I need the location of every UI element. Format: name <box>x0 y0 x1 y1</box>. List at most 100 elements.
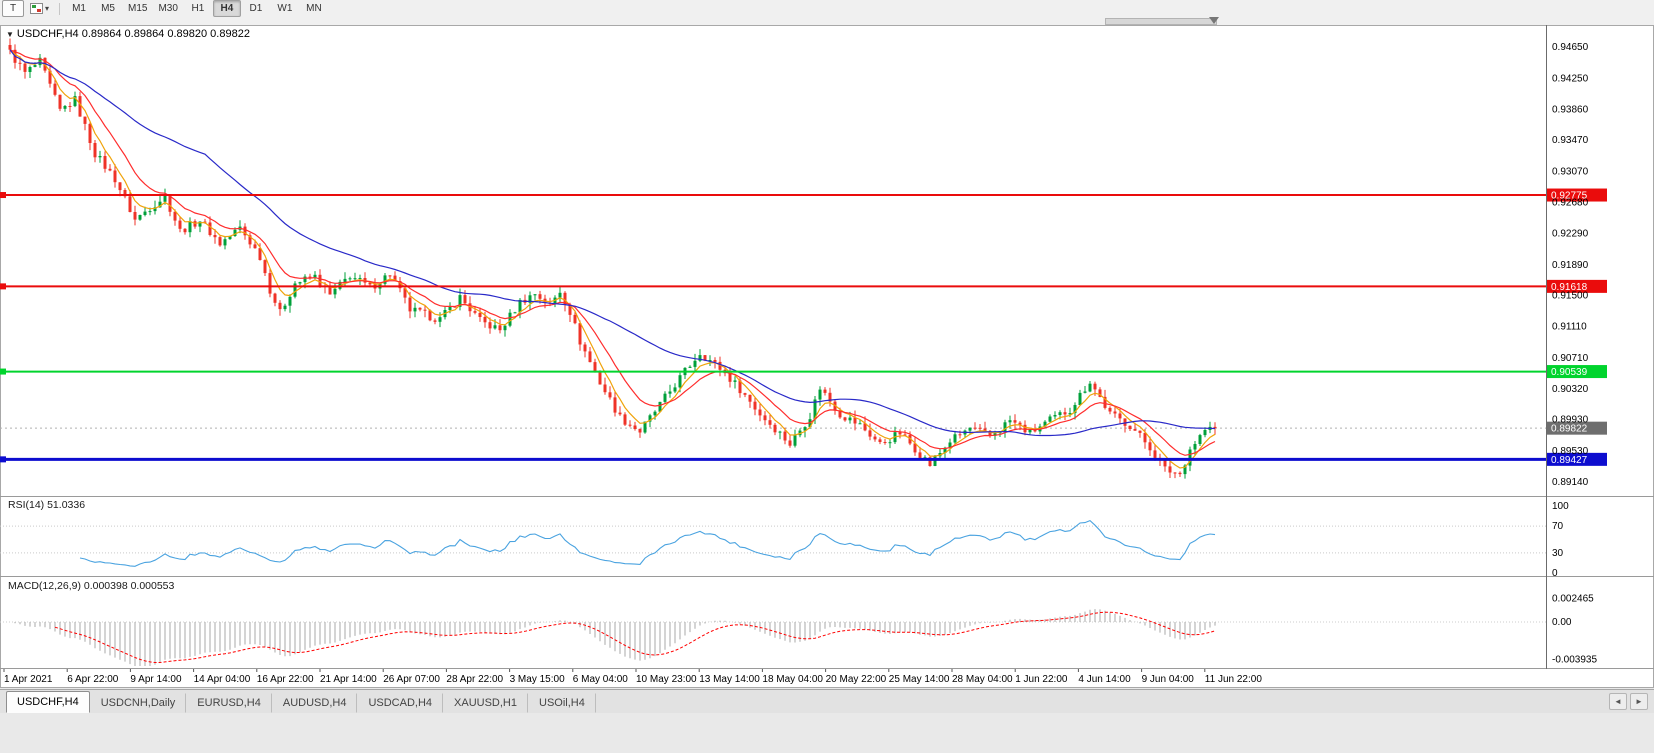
time-axis-label[interactable]: 11 Jun 22:00 <box>1205 674 1263 685</box>
price-tag <box>1547 279 1607 293</box>
time-axis-label[interactable]: 16 Apr 22:00 <box>257 674 314 685</box>
timeframe-button-h4[interactable]: H4 <box>212 0 241 17</box>
price-tag <box>1547 365 1607 379</box>
time-axis-label[interactable]: 4 Jun 14:00 <box>1078 674 1131 685</box>
rsi-line <box>79 519 1216 567</box>
current-price-tag-label: 0.89822 <box>1551 424 1588 435</box>
price-tag <box>1547 188 1607 202</box>
templates-button[interactable]: T <box>2 0 24 17</box>
price-tag-label: 0.90539 <box>1551 367 1588 378</box>
time-axis-label[interactable]: 26 Apr 07:00 <box>383 674 440 685</box>
rsi-axis-label[interactable]: 0 <box>1552 568 1558 579</box>
price-tag <box>1547 452 1607 466</box>
ma-mid-line <box>9 49 1216 456</box>
rsi-axis-label[interactable]: 100 <box>1552 501 1569 512</box>
price-axis-label[interactable]: 0.89930 <box>1552 415 1589 426</box>
chevron-down-icon: ▾ <box>45 4 50 13</box>
price-axis-label[interactable]: 0.91890 <box>1552 260 1589 271</box>
chart-svg: 0.92775 0.91618 0.90539 0.89427 0.89822 0.946… <box>0 25 1654 688</box>
tab-usdcnh-daily[interactable]: USDCNH,Daily <box>90 693 187 713</box>
price-axis-label[interactable]: 0.94250 <box>1552 74 1589 85</box>
time-axis-label[interactable]: 28 May 04:00 <box>952 674 1013 685</box>
chart-title: ▼ USDCHF,H4 0.89864 0.89864 0.89820 0.898… <box>6 28 250 40</box>
price-axis-label[interactable]: 0.92290 <box>1552 228 1589 239</box>
macd-axis-label[interactable]: -0.003935 <box>1552 654 1597 665</box>
time-axis-label[interactable]: 6 Apr 22:00 <box>67 674 119 685</box>
time-axis-label[interactable]: 14 Apr 04:00 <box>194 674 251 685</box>
palette-dropdown-button[interactable]: ▾ <box>25 0 54 17</box>
timeframe-button-h1[interactable]: H1 <box>191 3 205 14</box>
chart-tabs: USDCHF,H4 USDCNH,Daily EURUSD,H4 AUDUSD,H4 U… <box>6 691 596 713</box>
tab-usoil-h4[interactable]: USOil,H4 <box>528 693 596 713</box>
price-axis-label[interactable]: 0.91500 <box>1552 291 1589 302</box>
price-tag-label: 0.92775 <box>1551 191 1588 202</box>
time-axis-label[interactable]: 1 Jun 22:00 <box>1015 674 1068 685</box>
chart-shift-marker[interactable] <box>1209 17 1219 24</box>
price-axis-label[interactable]: 0.90320 <box>1552 384 1589 395</box>
chart-canvas[interactable]: 0.92775 0.91618 0.90539 0.89427 0.89822 0.946… <box>0 25 1654 688</box>
timeframe-button-m30[interactable]: M30 <box>158 3 178 14</box>
chart-ohlc-values: 0.89864 0.89864 0.89820 0.89822 <box>81 28 250 40</box>
toolbar-separator <box>59 2 61 15</box>
time-axis-label[interactable]: 25 May 14:00 <box>889 674 950 685</box>
timeframe-button-m1[interactable]: M1 <box>72 3 86 14</box>
chart-menu-icon[interactable]: ▼ <box>6 30 14 39</box>
timeframe-button-m15[interactable]: M15 <box>128 3 148 14</box>
current-price-tag <box>1547 421 1607 435</box>
level-handle[interactable] <box>0 283 6 290</box>
tab-audusd-h4[interactable]: AUDUSD,H4 <box>272 693 358 713</box>
tab-bar: USDCHF,H4 USDCNH,Daily EURUSD,H4 AUDUSD,H4 U… <box>0 689 1654 713</box>
rsi-axis-label[interactable]: 70 <box>1552 521 1564 532</box>
time-axis-label[interactable]: 3 May 15:00 <box>510 674 565 685</box>
chart-border <box>0 25 1654 688</box>
tab-usdcad-h4[interactable]: USDCAD,H4 <box>357 693 444 713</box>
tab-xauusd-h1[interactable]: XAUUSD,H1 <box>443 693 528 713</box>
tab-eurusd-h4[interactable]: EURUSD,H4 <box>186 693 272 713</box>
time-axis-label[interactable]: 18 May 04:00 <box>762 674 823 685</box>
timeframe-button-w1[interactable]: W1 <box>277 3 293 14</box>
level-handle[interactable] <box>0 192 6 199</box>
macd-label: MACD(12,26,9) 0.000398 0.000553 <box>8 580 175 592</box>
tab-usdchf-h4[interactable]: USDCHF,H4 <box>6 691 90 713</box>
price-axis-label[interactable]: 0.89140 <box>1552 477 1589 488</box>
rsi-label: RSI(14) 51.0336 <box>8 499 86 511</box>
time-axis-label[interactable]: 6 May 04:00 <box>573 674 628 685</box>
price-axis-label[interactable]: 0.93070 <box>1552 167 1589 178</box>
timeframe-button-mn[interactable]: MN <box>306 3 322 14</box>
palette-icon <box>30 3 43 14</box>
price-axis-label[interactable]: 0.89530 <box>1552 446 1589 457</box>
rsi-axis-label[interactable]: 30 <box>1552 548 1564 559</box>
level-handle[interactable] <box>0 368 6 375</box>
scrollbar-thumb[interactable] <box>1105 18 1217 25</box>
time-axis-label[interactable]: 21 Apr 14:00 <box>320 674 377 685</box>
time-axis-label[interactable]: 10 May 23:00 <box>636 674 697 685</box>
price-axis-label[interactable]: 0.93860 <box>1552 104 1589 115</box>
timeframe-button-d1[interactable]: D1 <box>249 3 263 14</box>
tab-scroll-left-button[interactable]: ◄ <box>1609 693 1627 710</box>
macd-axis-label[interactable]: 0.00 <box>1552 617 1572 628</box>
price-axis-label[interactable]: 0.93470 <box>1552 135 1589 146</box>
time-axis-label[interactable]: 1 Apr 2021 <box>4 674 53 685</box>
price-axis-label[interactable]: 0.91110 <box>1552 321 1587 332</box>
price-axis-label[interactable]: 0.90710 <box>1552 353 1589 364</box>
candlestick-series <box>8 38 1217 479</box>
macd-axis-label[interactable]: 0.002465 <box>1552 594 1594 605</box>
time-axis-label[interactable]: 28 Apr 22:00 <box>446 674 503 685</box>
price-tag-label: 0.91618 <box>1551 282 1588 293</box>
price-axis-label[interactable]: 0.94650 <box>1552 42 1589 53</box>
toolbar: T ▾ M1 M5 M15 M30 H1 H4 D1 W1 MN <box>0 0 1654 18</box>
price-axis-label[interactable]: 0.92680 <box>1552 198 1589 209</box>
time-axis-label[interactable]: 9 Jun 04:00 <box>1142 674 1195 685</box>
chart-symbol-label: USDCHF,H4 <box>16 28 79 40</box>
macd-histogram <box>14 609 1216 666</box>
time-axis-label[interactable]: 13 May 14:00 <box>699 674 760 685</box>
time-axis-label[interactable]: 20 May 22:00 <box>826 674 887 685</box>
timeframe-buttons: M1 M5 M15 M30 H1 H4 D1 W1 MN <box>65 0 328 17</box>
level-handle[interactable] <box>0 456 6 463</box>
tab-scroll-right-button[interactable]: ► <box>1630 693 1648 710</box>
tab-scroll-buttons: ◄ ► <box>1609 693 1648 710</box>
price-tag-label: 0.89427 <box>1551 455 1588 466</box>
timeframe-button-m5[interactable]: M5 <box>101 3 115 14</box>
time-axis-label[interactable]: 9 Apr 14:00 <box>130 674 182 685</box>
